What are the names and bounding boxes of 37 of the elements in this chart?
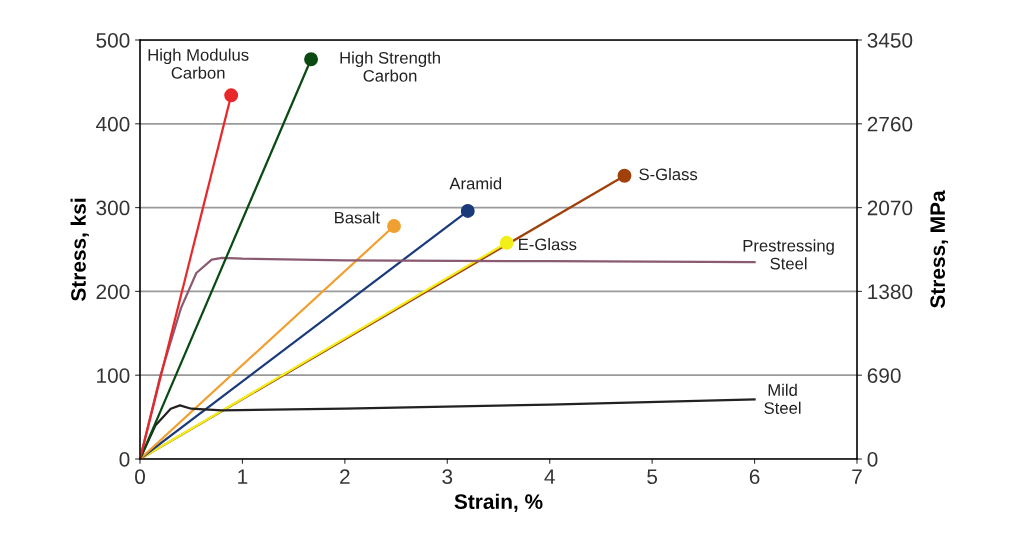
- series-label: Aramid: [449, 177, 502, 190]
- series-label: E-Glass: [519, 238, 577, 251]
- x-tick-label: 4: [544, 469, 555, 484]
- y2-axis-title: Stress, MPa: [930, 190, 949, 308]
- series-label: Prestressing Steel: [743, 239, 834, 270]
- y-tick-label: 100: [97, 368, 130, 383]
- x-tick-label: 7: [852, 469, 862, 484]
- series-label: S-Glass: [639, 167, 698, 181]
- x-tick-label: 5: [647, 469, 658, 485]
- y-tick-label: 500: [96, 33, 130, 48]
- series-label: High Modulus Carbon: [148, 48, 249, 79]
- y2-tick-label: 690: [867, 368, 901, 383]
- y2-tick-label: 0: [867, 452, 878, 467]
- x-tick-label: 0: [135, 469, 145, 485]
- x-tick-label: 1: [238, 469, 248, 484]
- y-tick-label: 400: [96, 116, 130, 132]
- point: [304, 52, 319, 67]
- y-tick-label: 200: [96, 284, 130, 300]
- point: [617, 168, 632, 183]
- y-tick-label: 300: [96, 200, 130, 216]
- point: [224, 88, 239, 103]
- x-tick-label: 3: [442, 469, 453, 485]
- x-axis-title: Strain, %: [454, 493, 543, 513]
- point: [499, 235, 514, 250]
- point: [460, 204, 475, 218]
- y2-tick-label: 2070: [867, 200, 913, 216]
- y2-tick-label: 3450: [867, 33, 913, 48]
- series-label: Basalt: [335, 211, 380, 224]
- x-tick-label: 6: [749, 469, 760, 485]
- series-label: High Strength Carbon: [340, 51, 440, 82]
- y-axis-title: Stress, ksi: [70, 198, 89, 302]
- y-tick-label: 0: [119, 452, 130, 467]
- y2-tick-label: 2760: [867, 116, 913, 132]
- x-tick-label: 2: [340, 469, 350, 484]
- point: [387, 219, 401, 233]
- y2-tick-label: 1380: [868, 284, 913, 300]
- series-label: Mild Steel: [764, 383, 801, 414]
